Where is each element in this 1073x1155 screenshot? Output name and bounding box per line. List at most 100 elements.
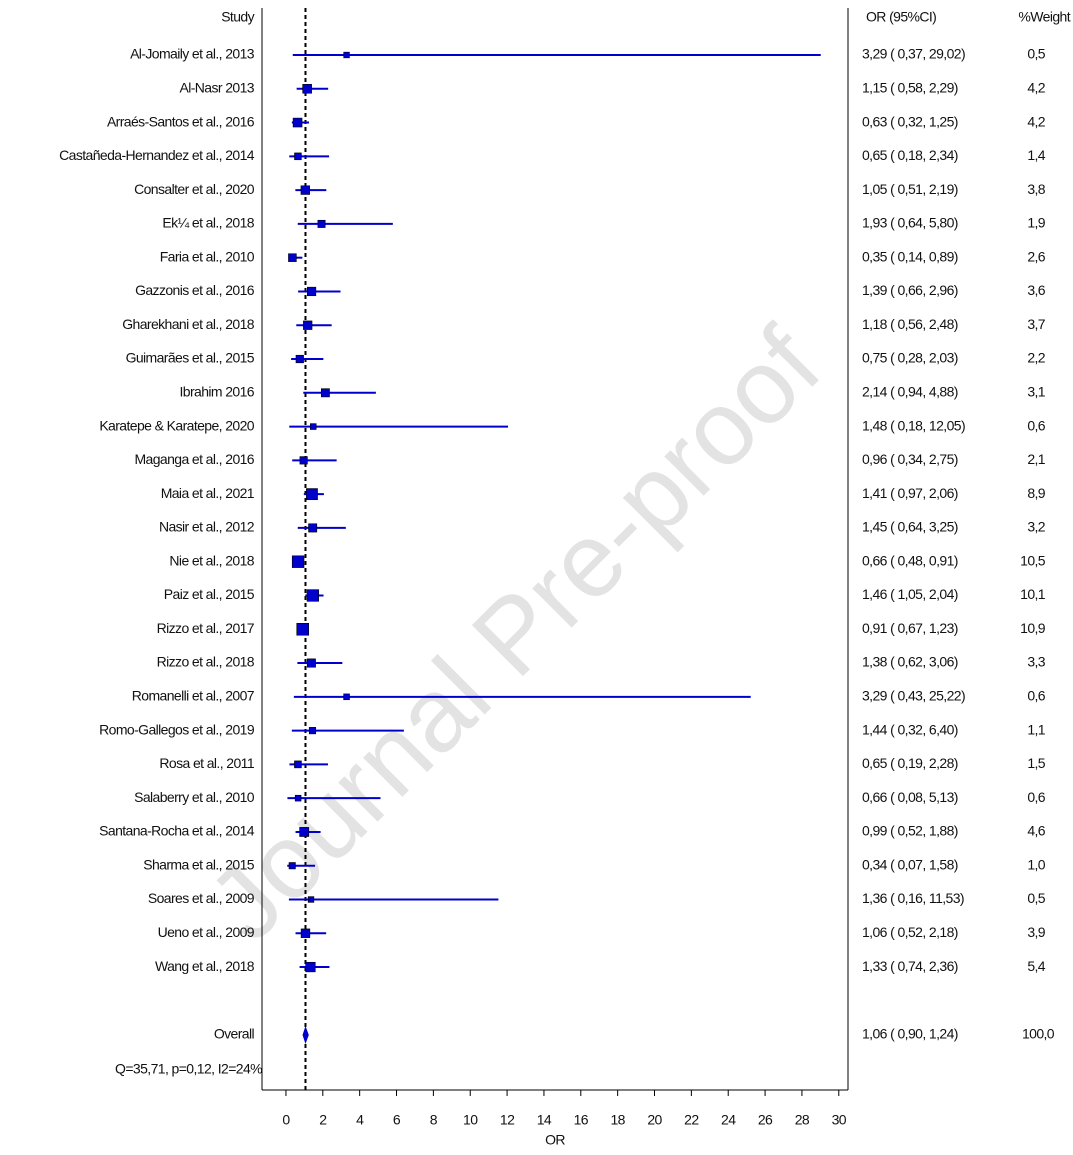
- estimate-square: [299, 827, 310, 837]
- study-label: Castañeda-Hernandez et al., 2014: [59, 147, 255, 163]
- weight-label: 1,5: [1027, 755, 1045, 771]
- estimate-square: [305, 961, 316, 973]
- x-axis-label: OR: [545, 1132, 565, 1148]
- weight-label: 5,4: [1027, 958, 1045, 974]
- ci-text: 0,34 ( 0,07, 1,58): [862, 856, 958, 872]
- weight-label: 2,2: [1027, 350, 1045, 366]
- ci-text: 1,44 ( 0,32, 6,40): [862, 721, 958, 737]
- estimate-square: [288, 253, 297, 262]
- weight-label: 1,0: [1027, 856, 1045, 872]
- study-label: Al-Jomaily et al., 2013: [130, 46, 255, 62]
- x-tick-label: 0: [282, 1112, 290, 1128]
- weight-label: 10,1: [1020, 586, 1046, 602]
- header-ci: OR (95%CI): [866, 9, 936, 25]
- ci-text: 1,05 ( 0,51, 2,19): [862, 181, 958, 197]
- weight-label: 0,5: [1027, 46, 1045, 62]
- study-label: Nasir et al., 2012: [159, 519, 255, 535]
- estimate-square: [306, 286, 317, 297]
- study-label: Al-Nasr 2013: [179, 79, 254, 95]
- ci-text: 0,63 ( 0,32, 1,25): [862, 113, 958, 129]
- weight-label: 2,1: [1027, 451, 1045, 467]
- x-tick-label: 20: [647, 1112, 662, 1128]
- x-tick-label: 28: [795, 1112, 810, 1128]
- estimate-square: [309, 423, 317, 430]
- study-label: Ek¼ et al., 2018: [162, 215, 254, 231]
- weight-label: 10,5: [1020, 552, 1046, 568]
- ci-text: 1,18 ( 0,56, 2,48): [862, 316, 958, 332]
- weight-label: 2,6: [1027, 248, 1045, 264]
- study-label: Maganga et al., 2016: [134, 451, 254, 467]
- estimate-square: [294, 794, 302, 802]
- estimate-square: [343, 51, 350, 59]
- ci-text: 1,15 ( 0,58, 2,29): [862, 79, 958, 95]
- ci-text: 0,66 ( 0,48, 0,91): [862, 552, 958, 568]
- ci-text: 0,99 ( 0,52, 1,88): [862, 823, 958, 839]
- heterogeneity: Q=35,71, p=0,12, I2=24%: [115, 1061, 262, 1077]
- study-label: Salaberry et al., 2010: [134, 789, 255, 805]
- weight-label: 3,3: [1027, 654, 1045, 670]
- study-label: Gharekhani et al., 2018: [122, 316, 255, 332]
- study-label: Sharma et al., 2015: [143, 856, 255, 872]
- ci-text: 1,41 ( 0,97, 2,06): [862, 485, 958, 501]
- weight-label: 3,6: [1027, 282, 1045, 298]
- study-label: Rosa et al., 2011: [159, 755, 254, 771]
- ci-text: 1,38 ( 0,62, 3,06): [862, 654, 958, 670]
- estimate-square: [295, 354, 304, 364]
- study-label: Ueno et al., 2009: [158, 924, 255, 940]
- ci-text: 1,46 ( 1,05, 2,04): [862, 586, 958, 602]
- ci-text: 1,39 ( 0,66, 2,96): [862, 282, 958, 298]
- x-tick-label: 16: [574, 1112, 589, 1128]
- watermark: Journal Pre-proof: [186, 306, 843, 963]
- study-label: Paiz et al., 2015: [164, 586, 255, 602]
- x-tick-label: 2: [319, 1112, 327, 1128]
- ci-text: 1,93 ( 0,64, 5,80): [862, 215, 958, 231]
- weight-label: 4,2: [1027, 79, 1045, 95]
- weight-label: 0,5: [1027, 890, 1045, 906]
- estimate-square: [306, 589, 319, 602]
- study-label: Karatepe & Karatepe, 2020: [99, 417, 254, 433]
- weight-label: 3,2: [1027, 519, 1045, 535]
- estimate-square: [299, 456, 308, 465]
- study-label: Guimarães et al., 2015: [126, 350, 255, 366]
- x-tick-label: 10: [463, 1112, 478, 1128]
- estimate-square: [307, 896, 315, 903]
- weight-label: 0,6: [1027, 688, 1045, 704]
- ci-text: 1,48 ( 0,18, 12,05): [862, 417, 965, 433]
- weight-label: 10,9: [1020, 620, 1046, 636]
- x-tick-label: 8: [430, 1112, 438, 1128]
- ci-text: 1,06 ( 0,52, 2,18): [862, 924, 958, 940]
- study-label: Ibrahim 2016: [179, 384, 254, 400]
- weight-label: 3,7: [1027, 316, 1045, 332]
- study-label: Rizzo et al., 2018: [157, 654, 255, 670]
- study-label: Arraés-Santos et al., 2016: [107, 113, 255, 129]
- ci-text: 0,66 ( 0,08, 5,13): [862, 789, 958, 805]
- estimate-square: [288, 862, 296, 870]
- ci-text: 1,33 ( 0,74, 2,36): [862, 958, 958, 974]
- overall-label: Overall: [214, 1026, 255, 1042]
- ci-text: 0,35 ( 0,14, 0,89): [862, 248, 958, 264]
- weight-label: 4,6: [1027, 823, 1045, 839]
- x-tick-label: 22: [684, 1112, 699, 1128]
- estimate-square: [306, 658, 316, 668]
- estimate-square: [302, 84, 312, 94]
- ci-text: 1,36 ( 0,16, 11,53): [862, 890, 964, 906]
- weight-label: 3,9: [1027, 924, 1045, 940]
- estimate-square: [317, 219, 326, 228]
- study-label: Consalter et al., 2020: [134, 181, 255, 197]
- x-tick-label: 6: [393, 1112, 401, 1128]
- estimate-square: [320, 388, 330, 398]
- ci-text: 3,29 ( 0,37, 29,02): [862, 46, 965, 62]
- study-label: Nie et al., 2018: [169, 552, 254, 568]
- ci-text: 3,29 ( 0,43, 25,22): [862, 688, 965, 704]
- header-study: Study: [221, 9, 254, 25]
- estimate-square: [306, 488, 318, 501]
- study-label: Romo-Gallegos et al., 2019: [99, 721, 255, 737]
- estimate-square: [308, 523, 318, 533]
- study-label: Rizzo et al., 2017: [157, 620, 255, 636]
- weight-label: 0,6: [1027, 417, 1045, 433]
- estimate-square: [300, 185, 310, 195]
- overall-ci-text: 1,06 ( 0,90, 1,24): [862, 1026, 958, 1042]
- x-tick-label: 4: [356, 1112, 364, 1128]
- x-tick-label: 26: [758, 1112, 773, 1128]
- estimate-square: [308, 727, 317, 735]
